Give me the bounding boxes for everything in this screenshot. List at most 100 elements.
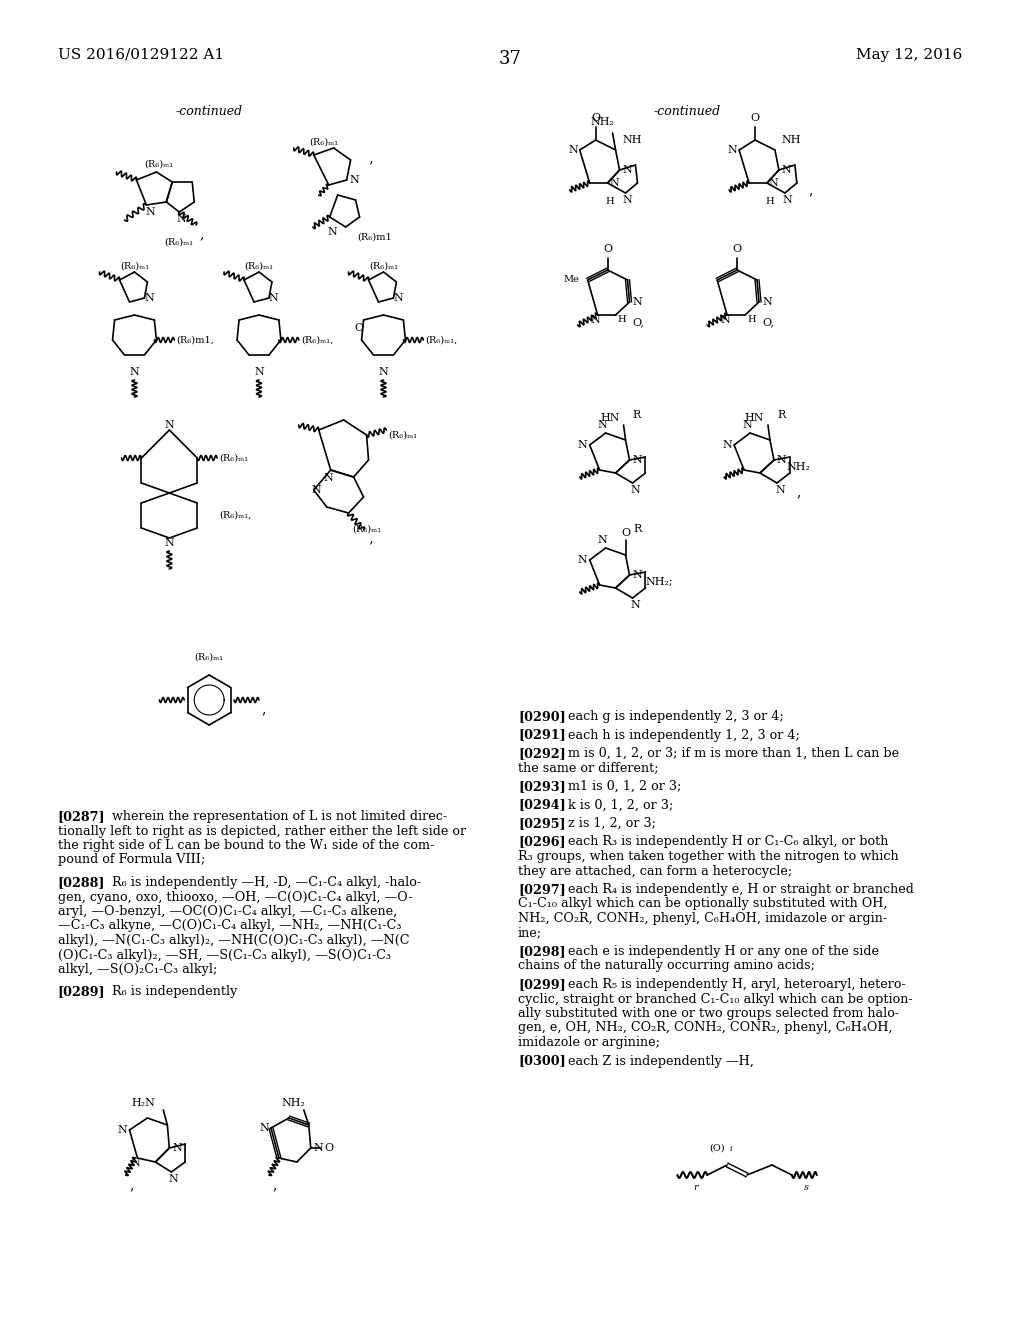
- Text: N: N: [168, 1173, 178, 1184]
- Text: NH₂: NH₂: [591, 117, 614, 127]
- Text: (R₆)ₘ₁,: (R₆)ₘ₁,: [425, 335, 458, 345]
- Text: N: N: [379, 367, 388, 378]
- Text: ,: ,: [262, 702, 266, 715]
- Text: N: N: [259, 1123, 269, 1133]
- Text: each g is independently 2, 3 or 4;: each g is independently 2, 3 or 4;: [556, 710, 783, 723]
- Text: H: H: [605, 197, 614, 206]
- Text: R: R: [777, 411, 785, 420]
- Text: N: N: [727, 145, 737, 154]
- Text: N: N: [313, 1143, 324, 1152]
- Text: aryl, —O-benzyl, —OC(O)C₁-C₄ alkyl, —C₁-C₃ alkene,: aryl, —O-benzyl, —OC(O)C₁-C₄ alkyl, —C₁-…: [57, 906, 397, 917]
- Text: [0287]: [0287]: [57, 810, 105, 822]
- Text: 37: 37: [499, 50, 521, 69]
- Text: R₃ groups, when taken together with the nitrogen to which: R₃ groups, when taken together with the …: [518, 850, 899, 863]
- Text: N: N: [762, 297, 772, 308]
- Text: R₆ is independently: R₆ is independently: [95, 986, 237, 998]
- Text: NH₂;: NH₂;: [645, 577, 673, 587]
- Text: k is 0, 1, 2, or 3;: k is 0, 1, 2, or 3;: [556, 799, 673, 812]
- Text: m is 0, 1, 2, or 3; if m is more than 1, then L can be: m is 0, 1, 2, or 3; if m is more than 1,…: [556, 747, 899, 760]
- Text: (R₆)ₘ₁: (R₆)ₘ₁: [195, 653, 223, 663]
- Text: NH: NH: [623, 135, 642, 145]
- Text: cyclic, straight or branched C₁-C₁₀ alkyl which can be option-: cyclic, straight or branched C₁-C₁₀ alky…: [518, 993, 912, 1006]
- Text: N: N: [631, 484, 640, 495]
- Text: N: N: [165, 539, 174, 548]
- Text: NH: NH: [782, 135, 802, 145]
- Text: N: N: [578, 554, 588, 565]
- Text: ,: ,: [200, 227, 204, 242]
- Text: N: N: [176, 214, 186, 224]
- Text: (R₆)m1,: (R₆)m1,: [176, 335, 214, 345]
- Text: ’: ’: [369, 160, 373, 174]
- Text: each e is independently H or any one of the side: each e is independently H or any one of …: [556, 945, 879, 958]
- Text: N: N: [393, 293, 403, 304]
- Text: [0288]: [0288]: [57, 876, 105, 888]
- Text: O: O: [621, 528, 630, 539]
- Text: N: N: [782, 165, 792, 176]
- Text: each R₄ is independently e, H or straight or branched: each R₄ is independently e, H or straigh…: [556, 883, 913, 896]
- Text: O: O: [354, 323, 364, 333]
- Text: each h is independently 1, 2, 3 or 4;: each h is independently 1, 2, 3 or 4;: [556, 729, 800, 742]
- Text: (R₆)ₘ₁: (R₆)ₘ₁: [309, 139, 338, 147]
- Text: imidazole or arginine;: imidazole or arginine;: [518, 1036, 659, 1049]
- Text: N: N: [130, 367, 139, 378]
- Text: [0294]: [0294]: [518, 799, 565, 812]
- Text: alkyl), —N(C₁-C₃ alkyl)₂, —NH(C(O)C₁-C₃ alkyl), —N(C: alkyl), —N(C₁-C₃ alkyl)₂, —NH(C(O)C₁-C₃ …: [57, 935, 410, 946]
- Text: N: N: [769, 178, 778, 187]
- Text: O: O: [325, 1143, 334, 1152]
- Text: pound of Formula VIII;: pound of Formula VIII;: [57, 854, 205, 866]
- Text: N: N: [165, 420, 174, 430]
- Text: i: i: [729, 1144, 732, 1152]
- Text: each R₅ is independently H, aryl, heteroaryl, hetero-: each R₅ is independently H, aryl, hetero…: [556, 978, 905, 991]
- Text: ,: ,: [797, 484, 801, 499]
- Text: each R₃ is independently H or C₁-C₆ alkyl, or both: each R₃ is independently H or C₁-C₆ alky…: [556, 836, 888, 849]
- Text: (R₆)ₘ₁: (R₆)ₘ₁: [352, 525, 381, 535]
- Text: (R₆)ₘ₁: (R₆)ₘ₁: [120, 261, 150, 271]
- Text: [0295]: [0295]: [518, 817, 565, 830]
- Text: ’: ’: [369, 540, 373, 554]
- Text: gen, e, OH, NH₂, CO₂R, CONH₂, CONR₂, phenyl, C₆H₄OH,: gen, e, OH, NH₂, CO₂R, CONH₂, CONR₂, phe…: [518, 1022, 893, 1035]
- Text: HN: HN: [600, 413, 620, 422]
- Text: (R₆)m1: (R₆)m1: [357, 234, 392, 242]
- Text: ,: ,: [273, 1177, 278, 1192]
- Text: N: N: [598, 420, 607, 430]
- Text: O,: O,: [762, 317, 774, 327]
- Text: ,: ,: [809, 183, 813, 197]
- Text: (R₆)ₘ₁: (R₆)ₘ₁: [165, 238, 194, 247]
- Text: N: N: [742, 420, 752, 430]
- Text: N: N: [631, 601, 640, 610]
- Text: NH₂: NH₂: [786, 462, 811, 473]
- Text: they are attached, can form a heterocycle;: they are attached, can form a heterocycl…: [518, 865, 793, 878]
- Text: —C₁-C₃ alkyne, —C(O)C₁-C₄ alkyl, —NH₂, —NH(C₁-C₃: —C₁-C₃ alkyne, —C(O)C₁-C₄ alkyl, —NH₂, —…: [57, 920, 401, 932]
- Text: N: N: [145, 207, 156, 216]
- Text: N: N: [598, 535, 607, 545]
- Text: O: O: [732, 244, 741, 253]
- Text: [0296]: [0296]: [518, 836, 565, 849]
- Text: N: N: [623, 195, 633, 205]
- Text: [0297]: [0297]: [518, 883, 565, 896]
- Text: N: N: [633, 297, 642, 308]
- Text: [0300]: [0300]: [518, 1055, 565, 1068]
- Text: N: N: [782, 195, 792, 205]
- Text: (R₆)ₘ₁: (R₆)ₘ₁: [219, 454, 248, 462]
- Text: r: r: [693, 1183, 697, 1192]
- Text: [0289]: [0289]: [57, 986, 105, 998]
- Text: N: N: [720, 315, 730, 325]
- Text: (O): (O): [710, 1144, 725, 1152]
- Text: N: N: [312, 484, 322, 495]
- Text: z is 1, 2, or 3;: z is 1, 2, or 3;: [556, 817, 655, 830]
- Text: O,: O,: [633, 317, 644, 327]
- Text: (R₆)ₘ₁,: (R₆)ₘ₁,: [301, 335, 333, 345]
- Text: H: H: [765, 197, 773, 206]
- Text: (O)C₁-C₃ alkyl)₂, —SH, —S(C₁-C₃ alkyl), —S(O)C₁-C₃: (O)C₁-C₃ alkyl)₂, —SH, —S(C₁-C₃ alkyl), …: [57, 949, 391, 961]
- Text: N: N: [349, 176, 359, 185]
- Text: -continued: -continued: [653, 106, 721, 117]
- Text: R: R: [634, 524, 642, 535]
- Text: O: O: [603, 244, 612, 253]
- Text: NH₂: NH₂: [282, 1098, 306, 1107]
- Text: N: N: [633, 455, 642, 465]
- Text: C₁-C₁₀ alkyl which can be optionally substituted with OH,: C₁-C₁₀ alkyl which can be optionally sub…: [518, 898, 888, 911]
- Text: N: N: [144, 293, 155, 304]
- Text: (R₆)ₘ₁,: (R₆)ₘ₁,: [219, 511, 251, 520]
- Text: H: H: [617, 315, 627, 323]
- Text: [0292]: [0292]: [518, 747, 565, 760]
